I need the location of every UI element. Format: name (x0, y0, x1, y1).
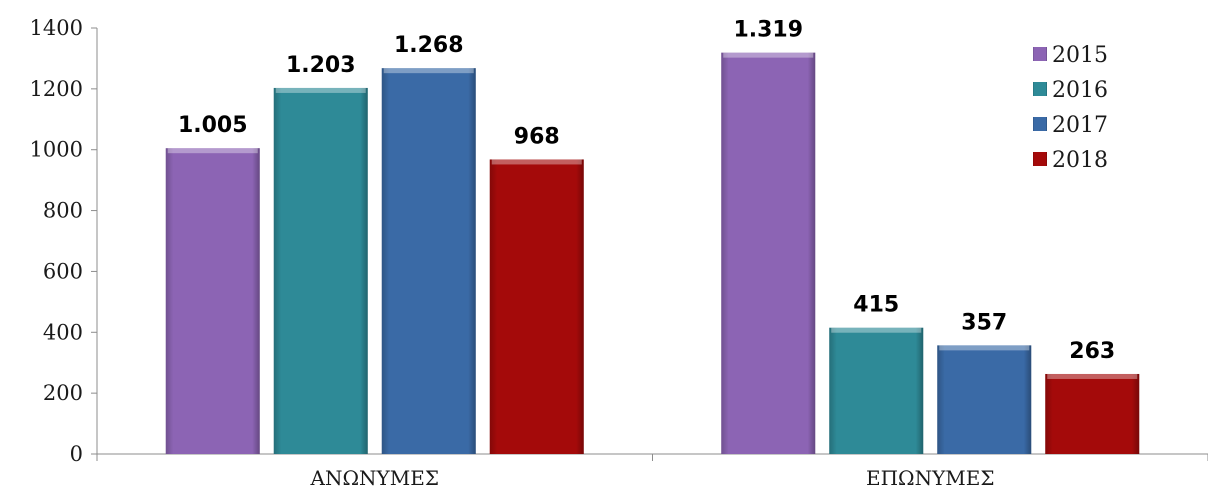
data-label: 1.319 (733, 18, 803, 43)
y-tick-label: 1000 (30, 138, 83, 162)
data-label: 968 (514, 124, 560, 149)
data-label: 263 (1069, 339, 1115, 364)
legend-label-2015: 2015 (1052, 43, 1108, 68)
bars (165, 52, 1140, 455)
legend-swatch-shade (1033, 82, 1047, 96)
legend-label-2018: 2018 (1052, 148, 1108, 173)
bar-shade (165, 148, 260, 454)
y-tick-label: 400 (43, 320, 83, 344)
y-tick-label: 600 (43, 259, 83, 283)
bar-shade (381, 68, 476, 454)
data-label: 1.203 (286, 53, 356, 78)
bar-shade (273, 87, 368, 455)
bar-highlight (723, 52, 814, 58)
y-tick-label: 800 (43, 199, 83, 223)
y-tick-label: 200 (43, 381, 83, 405)
y-axis: 0 200 400 600 800 1000 1200 1400 (30, 16, 98, 466)
x-category-label: ΕΠΩΝΥΜΕΣ (866, 466, 995, 490)
bar-shade (829, 327, 924, 454)
data-label: 415 (853, 293, 899, 318)
bar-shade (1045, 373, 1140, 454)
legend-swatch-shade (1033, 117, 1047, 131)
bar-highlight (831, 327, 922, 333)
legend: 2015 2016 2017 2018 (1033, 43, 1108, 173)
legend-label-2016: 2016 (1052, 78, 1108, 103)
y-tick-label: 1200 (30, 77, 83, 101)
legend-swatch-shade (1033, 47, 1047, 61)
x-category-label: ΑΝΩΝΥΜΕΣ (310, 466, 439, 490)
x-axis: ΑΝΩΝΥΜΕΣ ΕΠΩΝΥΜΕΣ (96, 453, 1208, 490)
data-label: 357 (961, 310, 1007, 335)
bar-shade (937, 345, 1032, 454)
bar-shade (489, 159, 584, 455)
y-tick-label: 1400 (30, 16, 83, 40)
bar-highlight (275, 87, 366, 93)
bar-highlight (167, 148, 258, 154)
legend-swatch-shade (1033, 152, 1047, 166)
data-label: 1.268 (394, 33, 464, 58)
y-tick-label: 0 (70, 442, 83, 466)
bar-highlight (491, 159, 582, 165)
bar-highlight (383, 68, 474, 74)
data-labels: 1.005 1.203 1.268 968 1.319 415 357 263 (178, 18, 1115, 364)
bar-highlight (1047, 373, 1138, 379)
legend-label-2017: 2017 (1052, 113, 1108, 138)
bar-highlight (939, 345, 1030, 351)
data-label: 1.005 (178, 113, 248, 138)
bar-shade (721, 52, 816, 454)
